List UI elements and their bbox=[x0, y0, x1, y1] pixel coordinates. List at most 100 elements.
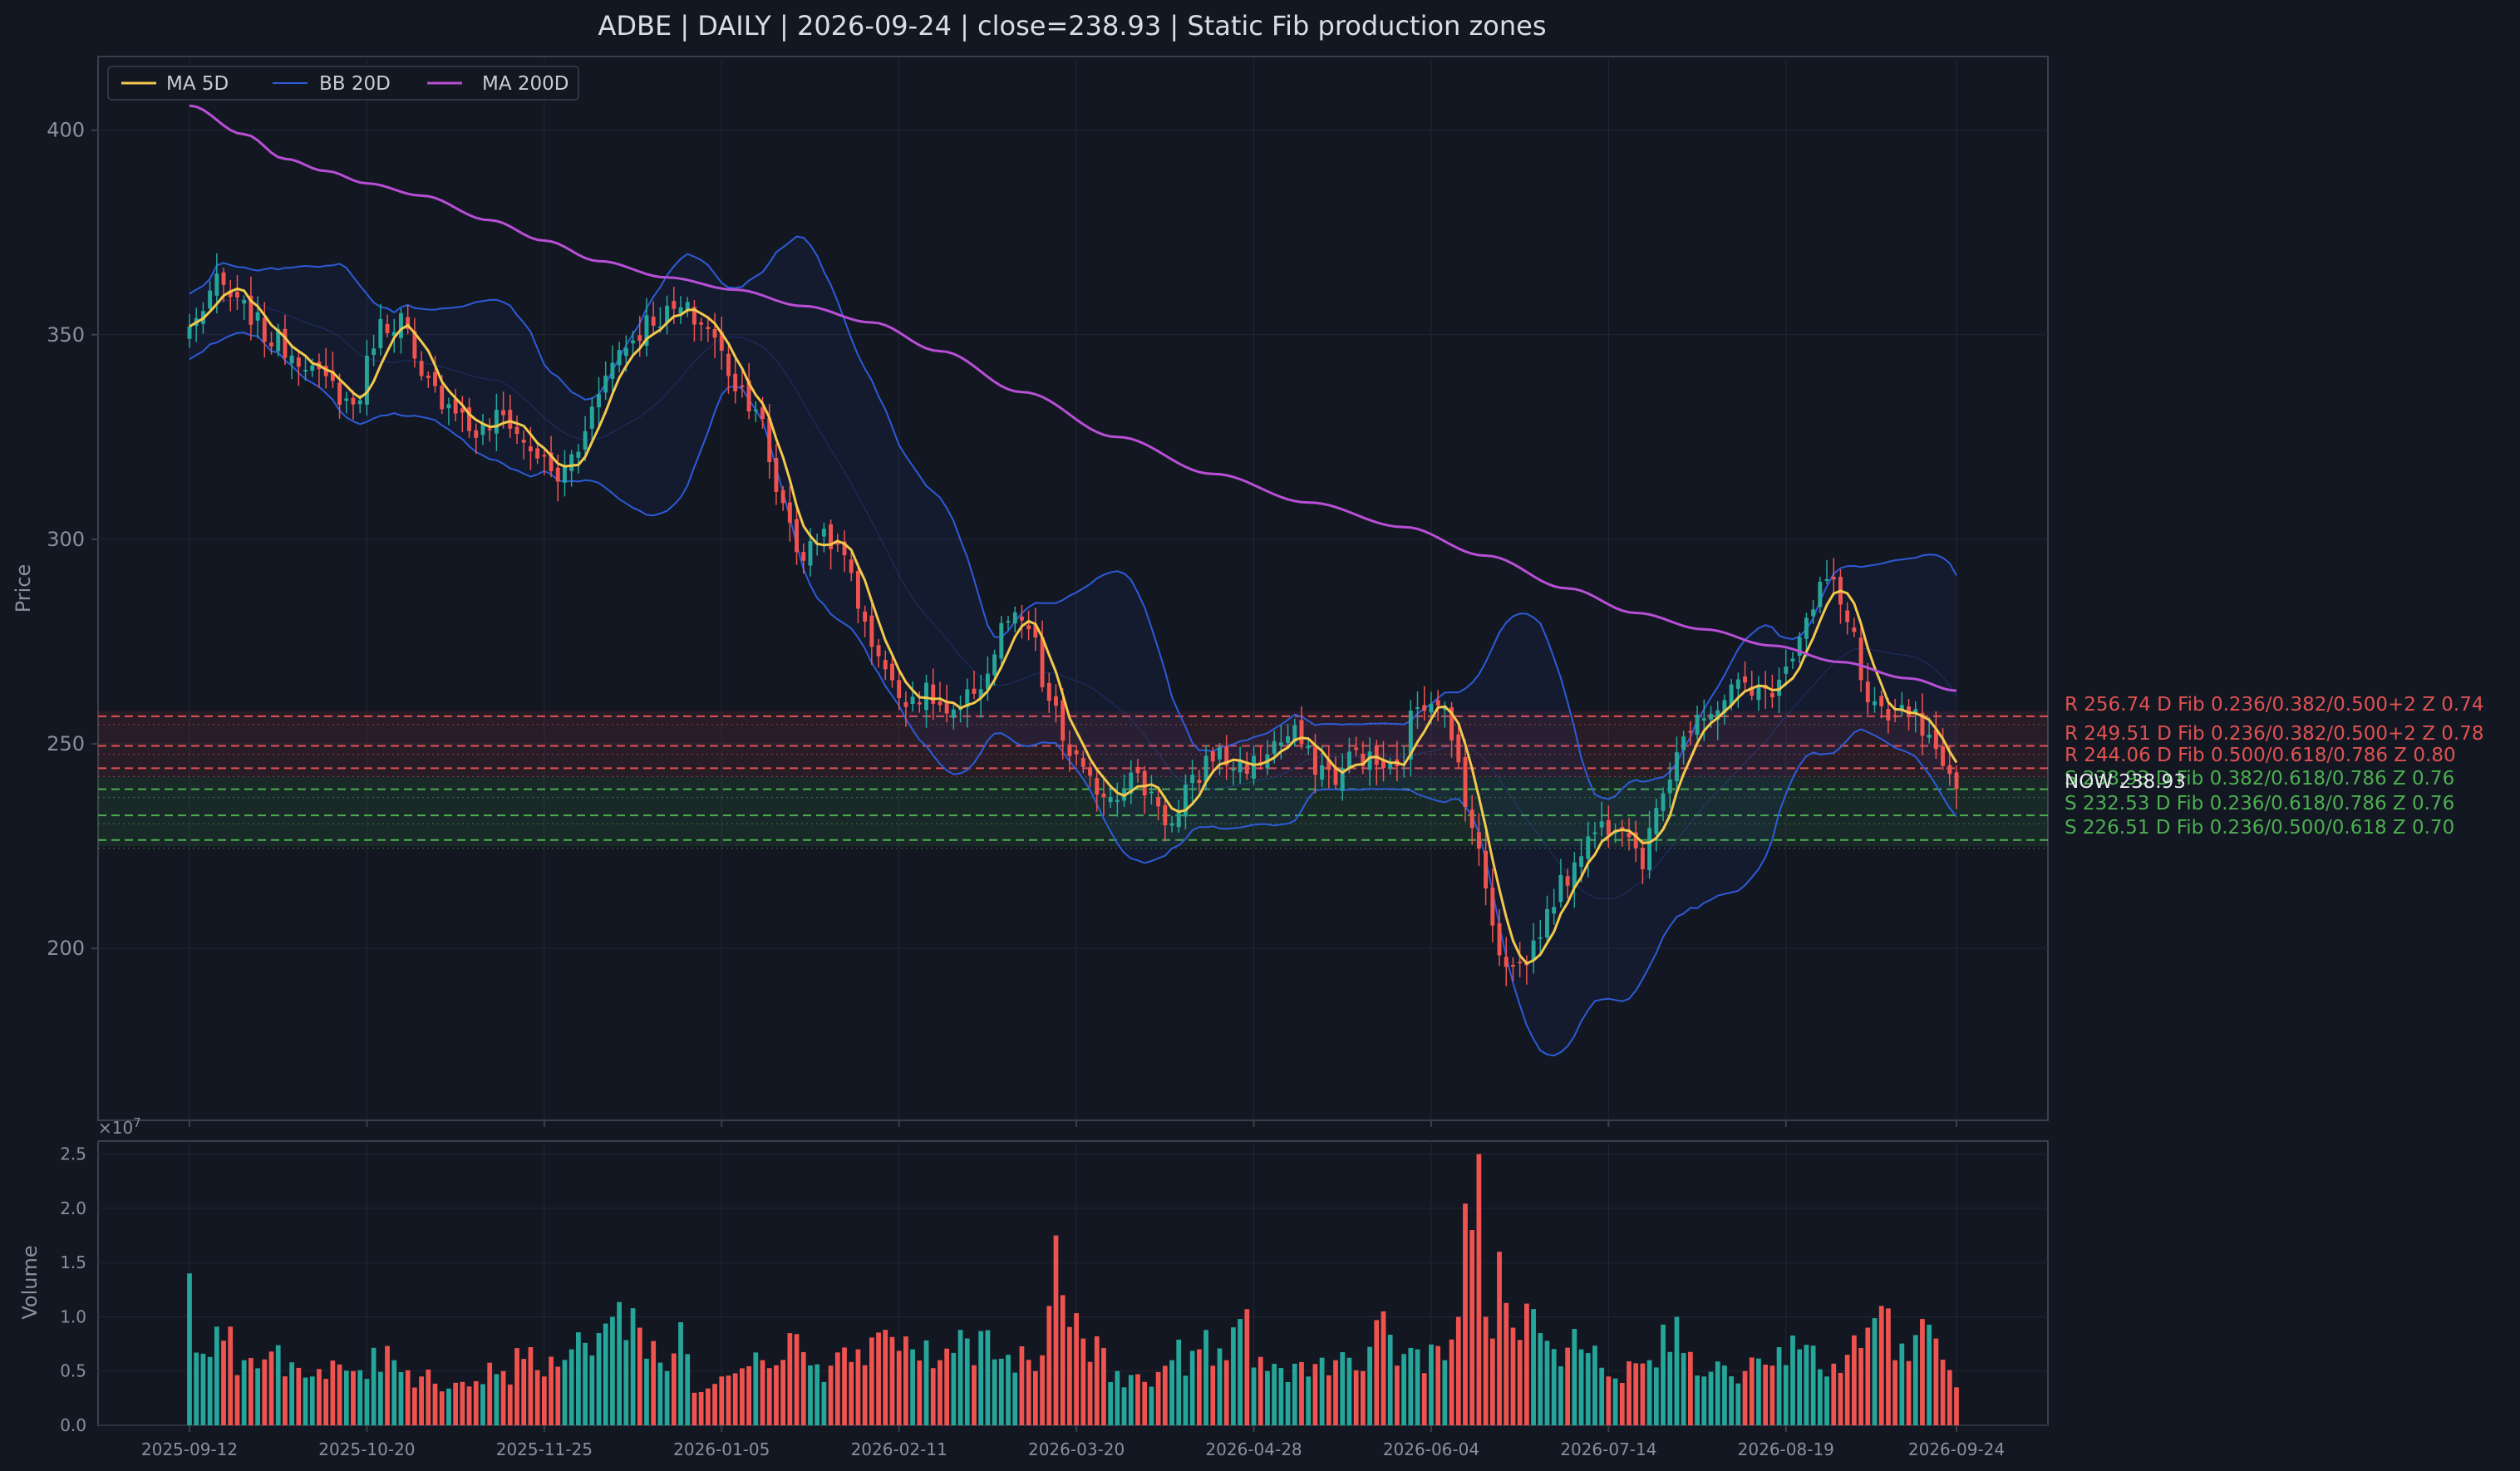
candle-body bbox=[1592, 832, 1597, 834]
volume-bar bbox=[521, 1359, 527, 1425]
candle-body bbox=[433, 371, 437, 386]
volume-bar bbox=[753, 1352, 759, 1425]
candle-body bbox=[569, 454, 574, 471]
x-tick-label: 2025-11-25 bbox=[496, 1439, 593, 1459]
candle bbox=[1824, 559, 1829, 584]
candle-body bbox=[1688, 731, 1693, 733]
candle-body bbox=[1756, 686, 1761, 701]
volume-bar bbox=[1715, 1361, 1720, 1425]
volume-bar bbox=[1565, 1347, 1570, 1425]
volume-bar bbox=[200, 1353, 206, 1425]
candle-body bbox=[1061, 700, 1066, 741]
volume-bar bbox=[1333, 1360, 1338, 1425]
candle bbox=[487, 418, 492, 442]
candle bbox=[1299, 706, 1304, 750]
volume-bar bbox=[1046, 1306, 1052, 1425]
volume-bar bbox=[985, 1330, 991, 1425]
candle bbox=[1422, 686, 1427, 721]
candle-body bbox=[944, 701, 949, 714]
volume-bar bbox=[1627, 1361, 1632, 1425]
candle bbox=[1333, 756, 1338, 790]
candle-body bbox=[351, 397, 356, 405]
volume-bar bbox=[453, 1382, 459, 1425]
candle-body bbox=[1879, 696, 1884, 706]
volume-bar bbox=[869, 1337, 874, 1425]
volume-bar bbox=[896, 1350, 902, 1425]
candle bbox=[521, 430, 526, 460]
candle-body bbox=[1046, 682, 1051, 701]
volume-bar bbox=[1455, 1316, 1461, 1425]
candle bbox=[1101, 777, 1106, 816]
volume-bar bbox=[1831, 1363, 1837, 1425]
candle-body bbox=[1831, 577, 1836, 580]
candle bbox=[1633, 820, 1638, 863]
candle-body bbox=[623, 347, 628, 357]
candle bbox=[344, 391, 349, 414]
volume-bar bbox=[603, 1323, 608, 1425]
candle-body bbox=[938, 701, 943, 706]
candle-body bbox=[1804, 617, 1809, 639]
volume-bar bbox=[1572, 1329, 1577, 1425]
volume-bar bbox=[972, 1365, 977, 1425]
volume-bar bbox=[412, 1387, 417, 1425]
volume-bar bbox=[405, 1370, 411, 1425]
volume-bar bbox=[957, 1330, 963, 1425]
candle-body bbox=[821, 529, 826, 537]
candle-body bbox=[234, 291, 239, 298]
x-axis: 2025-09-12 2025-10-20 2025-11-25 2026-01-05… bbox=[141, 1120, 2005, 1459]
candle-body bbox=[706, 327, 711, 330]
volume-bar bbox=[1592, 1346, 1597, 1425]
candle bbox=[228, 279, 233, 312]
candle-body bbox=[1012, 612, 1017, 624]
volume-bar bbox=[1353, 1370, 1359, 1425]
candle-body bbox=[1312, 747, 1317, 775]
volume-tick-label: 2.5 bbox=[60, 1144, 86, 1164]
volume-bar bbox=[1108, 1382, 1114, 1425]
candle bbox=[1367, 737, 1372, 786]
volume-bar bbox=[466, 1386, 472, 1425]
volume-bar bbox=[534, 1370, 540, 1425]
candle-body bbox=[910, 696, 915, 704]
volume-bar bbox=[657, 1362, 663, 1425]
candle-body bbox=[1149, 791, 1154, 794]
candle bbox=[1326, 746, 1331, 789]
candle-body bbox=[1681, 736, 1686, 750]
volume-bar bbox=[842, 1347, 847, 1425]
candle bbox=[1210, 746, 1215, 771]
candle-body bbox=[631, 340, 636, 344]
candle-body bbox=[1715, 710, 1720, 721]
volume-bar bbox=[1278, 1367, 1284, 1425]
price-axis-label: Price bbox=[12, 564, 35, 613]
volume-bar bbox=[1067, 1326, 1072, 1425]
candle-body bbox=[849, 559, 854, 573]
candle-body bbox=[1422, 705, 1427, 711]
candle-body bbox=[1463, 757, 1468, 808]
candle-body bbox=[357, 400, 362, 405]
candle-body bbox=[1388, 762, 1393, 769]
candle bbox=[726, 344, 731, 394]
volume-bar bbox=[1128, 1375, 1134, 1425]
candle bbox=[1469, 795, 1474, 845]
candle bbox=[821, 522, 826, 553]
volume-bar bbox=[1476, 1154, 1482, 1425]
candle bbox=[1769, 674, 1774, 709]
candle-body bbox=[1190, 775, 1195, 784]
candle-body bbox=[1408, 710, 1413, 760]
candle-body bbox=[1899, 705, 1904, 711]
x-tick-label: 2025-10-20 bbox=[318, 1439, 415, 1459]
volume-bar bbox=[1687, 1351, 1693, 1425]
candle bbox=[780, 485, 785, 511]
volume-tick-label: 0.0 bbox=[60, 1415, 86, 1435]
candle-body bbox=[1907, 706, 1912, 716]
candle-body bbox=[480, 423, 485, 435]
candle bbox=[917, 691, 922, 713]
candle-body bbox=[869, 615, 874, 647]
volume-bar bbox=[1272, 1364, 1277, 1425]
candle bbox=[1238, 746, 1243, 784]
volume-bar bbox=[241, 1360, 247, 1425]
volume-tick-label: 1.5 bbox=[60, 1252, 86, 1272]
candle bbox=[1852, 617, 1857, 637]
candle-body bbox=[1169, 823, 1174, 826]
candle-body bbox=[1142, 770, 1147, 796]
candle bbox=[733, 354, 738, 404]
